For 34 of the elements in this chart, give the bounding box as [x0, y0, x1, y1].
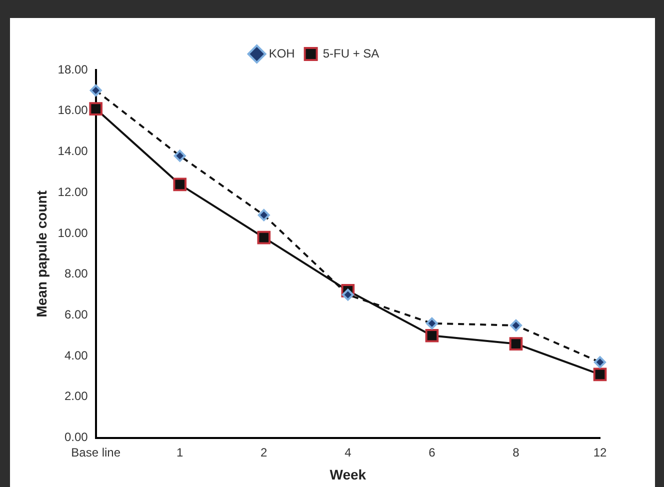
y-tick-label: 14.00 — [58, 144, 88, 158]
y-tick-label: 12.00 — [58, 184, 88, 199]
x-tick-label: 8 — [512, 445, 520, 460]
x-tick-label: Base line — [71, 445, 121, 460]
x-tick-label: 12 — [593, 445, 607, 460]
point — [174, 150, 186, 162]
point — [89, 102, 102, 116]
y-tick-label: 10.00 — [58, 226, 88, 240]
x-tick-label: 1 — [176, 445, 184, 460]
point — [173, 178, 187, 192]
x-axis-title: Week — [330, 466, 366, 482]
point — [594, 356, 606, 368]
legend-label: KOH — [268, 46, 295, 60]
y-tick-label: 18.00 — [58, 62, 88, 76]
y-tick-label: 6.00 — [64, 308, 88, 322]
point — [90, 84, 102, 96]
point — [257, 230, 271, 244]
x-tick-label: 4 — [344, 445, 352, 460]
y-tick-label: 16.00 — [58, 103, 88, 118]
y-tick-label: 4.00 — [64, 348, 88, 362]
point — [258, 209, 270, 222]
point — [425, 328, 439, 342]
x-tick-label: 2 — [260, 445, 268, 460]
y-tick-label: 0.00 — [64, 430, 88, 444]
x-tick-label: 6 — [428, 445, 436, 460]
y-tick-label: 2.00 — [64, 389, 88, 404]
point — [426, 317, 438, 330]
y-tick-label: 8.00 — [64, 266, 88, 281]
point — [509, 337, 523, 350]
point — [593, 368, 607, 382]
legend-label: 5-FU + SA — [322, 46, 380, 60]
y-axis-title: Mean papule count — [33, 190, 50, 318]
point — [342, 288, 354, 301]
point — [510, 319, 522, 332]
